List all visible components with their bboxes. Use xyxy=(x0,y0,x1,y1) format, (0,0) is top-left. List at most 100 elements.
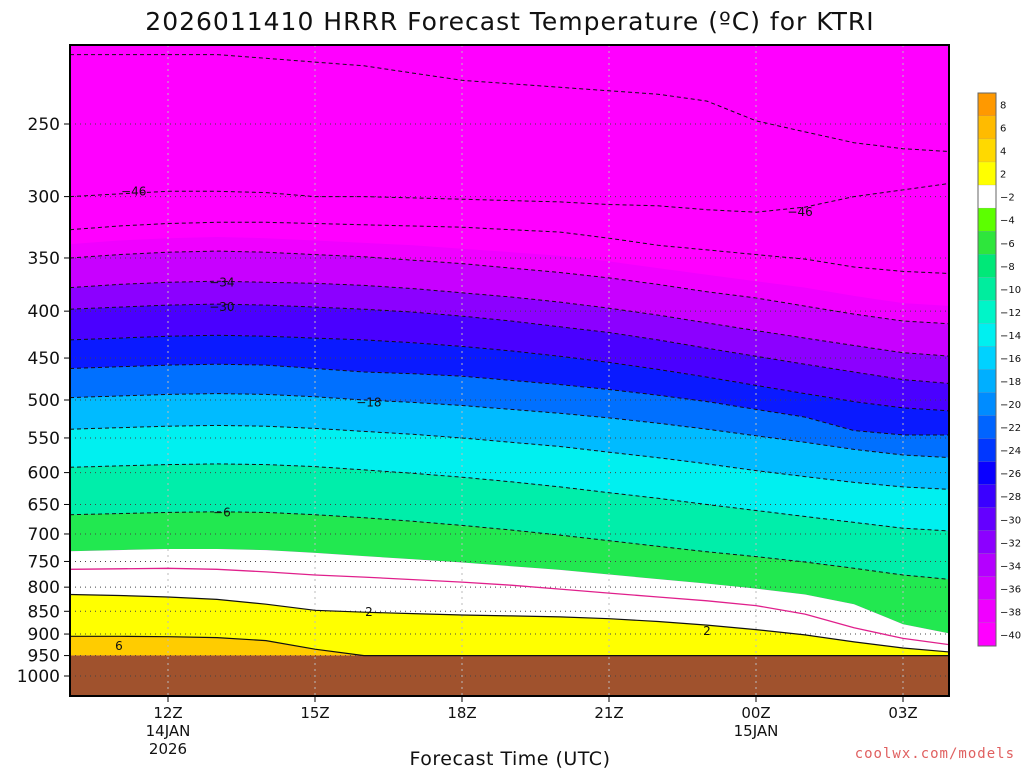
colorbar-label: −38 xyxy=(1000,607,1021,618)
ground-fill xyxy=(70,655,949,696)
temperature-band-fill xyxy=(70,511,949,634)
colorbar-label: −40 xyxy=(1000,630,1021,641)
colorbar-label: −16 xyxy=(1000,354,1021,365)
contour-label: −6 xyxy=(213,505,231,519)
colorbar-swatch xyxy=(978,162,996,186)
warm-layer-fill xyxy=(70,636,949,656)
colorbar-swatch xyxy=(978,530,996,554)
contour-label: 6 xyxy=(115,639,123,653)
colorbar-label: 2 xyxy=(1000,170,1006,181)
colorbar-label: −22 xyxy=(1000,423,1021,434)
x-tick-date-label: 15JAN xyxy=(734,722,779,740)
y-tick-label: 650 xyxy=(28,495,60,515)
isotherm-solid xyxy=(70,593,949,653)
colorbar-label: −36 xyxy=(1000,584,1021,595)
y-tick-label: 400 xyxy=(28,302,60,322)
x-tick-date-label: 14JAN xyxy=(146,722,191,740)
temperature-band-fill xyxy=(70,304,949,411)
isotherm-dashed xyxy=(70,463,949,532)
contour-label: 2 xyxy=(365,605,373,619)
temperature-band-fill xyxy=(70,463,949,580)
contour-label: −46 xyxy=(121,184,146,198)
colorbar-swatch xyxy=(978,576,996,600)
colorbar-swatch xyxy=(978,93,996,117)
colorbar-label: −10 xyxy=(1000,285,1021,296)
contour-label: 2 xyxy=(703,624,711,638)
colorbar-swatch xyxy=(978,553,996,577)
colorbar-legend: 8 6 4 2 −2 −4 −6 −8 −10 −12 −14 −16 −18 −20 −22 −24 −26 −… xyxy=(977,92,1021,647)
temperature-band-fill xyxy=(70,237,949,324)
contour-label: −30 xyxy=(209,300,234,314)
temperature-band-fill xyxy=(70,251,949,357)
colorbar-label: −12 xyxy=(1000,308,1021,319)
y-tick-label: 700 xyxy=(28,525,60,545)
isotherm-dashed xyxy=(70,280,949,357)
contour-label: −18 xyxy=(356,395,381,409)
isotherm-dashed xyxy=(70,250,949,325)
isotherm-solid xyxy=(70,635,949,657)
colorbar-label: 4 xyxy=(1000,147,1006,158)
colorbar-swatch xyxy=(978,116,996,140)
colorbar-swatch xyxy=(978,461,996,485)
temperature-band-fill xyxy=(70,393,949,490)
freezing-isotherm xyxy=(70,567,949,646)
x-tick-label: 03Z xyxy=(888,704,917,722)
isotherm-dashed xyxy=(70,363,949,436)
credit-text: coolwx.com/models xyxy=(855,746,1015,762)
contour-label: −34 xyxy=(209,275,234,289)
plot-frame xyxy=(69,44,950,697)
isotherm-dashed xyxy=(70,183,949,213)
colorbar-label: −8 xyxy=(1000,262,1015,273)
y-tick-label: 250 xyxy=(28,115,60,135)
colorbar-label: −26 xyxy=(1000,469,1021,480)
isotherm-dashed xyxy=(70,54,949,153)
colorbar-swatch xyxy=(978,254,996,278)
y-tick-label: 500 xyxy=(28,391,60,411)
y-tick-label: 600 xyxy=(28,464,60,484)
x-tick-year-label: 2026 xyxy=(149,740,187,758)
x-tick-label: 21Z xyxy=(594,704,623,722)
colorbar-label: −24 xyxy=(1000,446,1021,457)
colorbar-label: −32 xyxy=(1000,538,1021,549)
y-tick-label: 800 xyxy=(28,578,60,598)
isotherm-dashed xyxy=(70,393,949,459)
colorbar-swatch xyxy=(978,415,996,439)
x-axis-label: Forecast Time (UTC) xyxy=(410,748,611,768)
colorbar-label: −34 xyxy=(1000,561,1021,572)
contour-label: −46 xyxy=(787,205,812,219)
y-tick-label: 300 xyxy=(28,188,60,208)
colorbar-swatch xyxy=(978,208,996,232)
temperature-band-fill xyxy=(70,549,949,652)
colorbar-swatch xyxy=(978,300,996,324)
colorbar-swatch xyxy=(978,484,996,508)
colorbar-label: −20 xyxy=(1000,400,1021,411)
colorbar-label: −2 xyxy=(1000,193,1015,204)
colorbar-swatch xyxy=(978,139,996,163)
gridlines xyxy=(70,45,949,696)
colorbar-swatch xyxy=(978,599,996,623)
plot-area xyxy=(70,45,949,696)
y-tick-label: 750 xyxy=(28,552,60,572)
colorbar-swatch xyxy=(978,622,996,646)
chart-title: 2026011410 HRRR Forecast Temperature (ºC… xyxy=(145,7,874,36)
temperature-band-fill xyxy=(70,425,949,531)
x-tick-label: 00Z xyxy=(741,704,770,722)
colorbar-label: −18 xyxy=(1000,377,1021,388)
isotherm-contours xyxy=(70,54,949,657)
colorbar-label: −6 xyxy=(1000,239,1015,250)
isotherm-dashed xyxy=(70,221,949,274)
colorbar-swatch xyxy=(978,392,996,416)
x-tick-label: 15Z xyxy=(300,704,329,722)
colorbar-label: −14 xyxy=(1000,331,1021,342)
isotherm-dashed xyxy=(70,511,949,580)
y-tick-label: 950 xyxy=(28,647,60,667)
y-tick-label: 900 xyxy=(28,625,60,645)
y-tick-label: 550 xyxy=(28,429,60,449)
x-tick-label: 18Z xyxy=(447,704,476,722)
temperature-band-fill xyxy=(70,281,949,384)
colorbar-label: 6 xyxy=(1000,124,1006,135)
colorbar-swatch xyxy=(978,185,996,209)
isotherm-dashed xyxy=(70,303,949,384)
